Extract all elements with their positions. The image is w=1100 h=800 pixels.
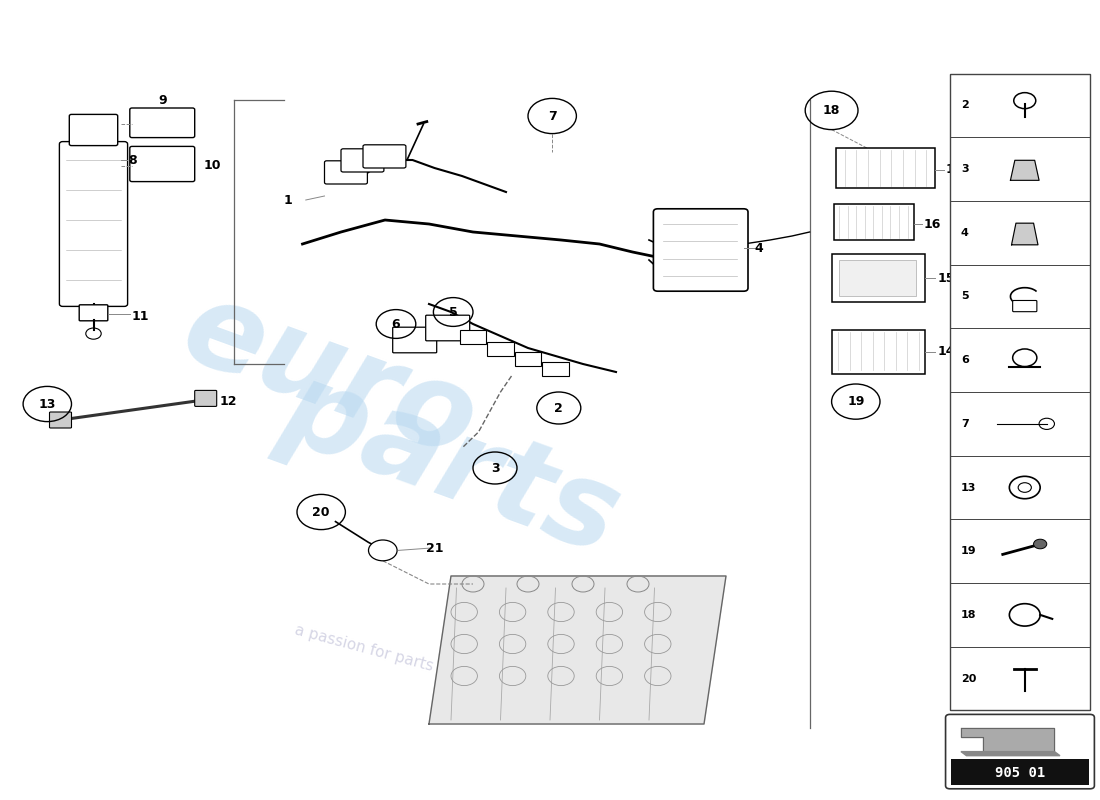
FancyBboxPatch shape (1013, 301, 1037, 312)
FancyBboxPatch shape (341, 149, 384, 172)
FancyBboxPatch shape (363, 145, 406, 168)
Text: 3: 3 (961, 164, 969, 174)
FancyBboxPatch shape (69, 114, 118, 146)
Circle shape (1034, 539, 1047, 549)
Text: 14: 14 (937, 346, 955, 358)
Polygon shape (961, 752, 1060, 756)
FancyBboxPatch shape (946, 714, 1094, 789)
FancyBboxPatch shape (50, 412, 72, 428)
Text: 19: 19 (961, 546, 977, 556)
Text: 17: 17 (946, 163, 964, 176)
FancyBboxPatch shape (834, 204, 914, 240)
Text: 1: 1 (284, 194, 293, 206)
Bar (950, 74, 1090, 710)
Text: 6: 6 (961, 355, 969, 365)
Text: 8: 8 (129, 154, 138, 166)
FancyBboxPatch shape (130, 146, 195, 182)
Circle shape (368, 540, 397, 561)
FancyBboxPatch shape (542, 362, 569, 376)
Text: parts: parts (267, 350, 635, 578)
Polygon shape (1011, 160, 1040, 180)
FancyBboxPatch shape (460, 330, 486, 344)
FancyBboxPatch shape (195, 390, 217, 406)
FancyBboxPatch shape (832, 254, 925, 302)
Text: 6: 6 (392, 318, 400, 330)
Text: 19: 19 (847, 395, 865, 408)
Bar (952, 759, 1089, 785)
Text: 905 01: 905 01 (994, 766, 1045, 780)
FancyBboxPatch shape (515, 352, 541, 366)
Text: 12: 12 (220, 395, 238, 408)
Polygon shape (961, 728, 1055, 752)
FancyBboxPatch shape (426, 315, 470, 341)
Text: 21: 21 (426, 542, 443, 554)
Text: 18: 18 (961, 610, 977, 620)
Text: 15: 15 (937, 272, 955, 285)
FancyBboxPatch shape (324, 161, 367, 184)
Polygon shape (1012, 223, 1038, 245)
Text: 18: 18 (823, 104, 840, 117)
Text: 3: 3 (491, 462, 499, 474)
Text: 5: 5 (449, 306, 458, 318)
Text: 13: 13 (39, 398, 56, 410)
FancyBboxPatch shape (79, 305, 108, 321)
Text: 5: 5 (961, 291, 969, 302)
Text: 11: 11 (132, 310, 150, 322)
FancyBboxPatch shape (653, 209, 748, 291)
FancyBboxPatch shape (59, 142, 128, 306)
Text: 13: 13 (961, 482, 977, 493)
Text: 4: 4 (755, 242, 763, 254)
Text: 7: 7 (548, 110, 557, 122)
Text: 10: 10 (204, 159, 221, 172)
FancyBboxPatch shape (487, 342, 514, 356)
Text: 7: 7 (961, 419, 969, 429)
FancyBboxPatch shape (130, 108, 195, 138)
Text: euro: euro (168, 270, 492, 482)
Text: 2: 2 (961, 101, 969, 110)
Polygon shape (429, 576, 726, 724)
FancyBboxPatch shape (393, 327, 437, 353)
Text: 4: 4 (961, 228, 969, 238)
Text: 16: 16 (924, 218, 942, 230)
FancyBboxPatch shape (839, 260, 916, 296)
Text: a passion for parts since 1965: a passion for parts since 1965 (294, 623, 520, 697)
FancyBboxPatch shape (836, 148, 935, 188)
FancyBboxPatch shape (832, 330, 925, 374)
Text: 20: 20 (312, 506, 330, 518)
Text: 9: 9 (158, 94, 167, 106)
Text: 2: 2 (554, 402, 563, 414)
Text: 20: 20 (961, 674, 977, 683)
